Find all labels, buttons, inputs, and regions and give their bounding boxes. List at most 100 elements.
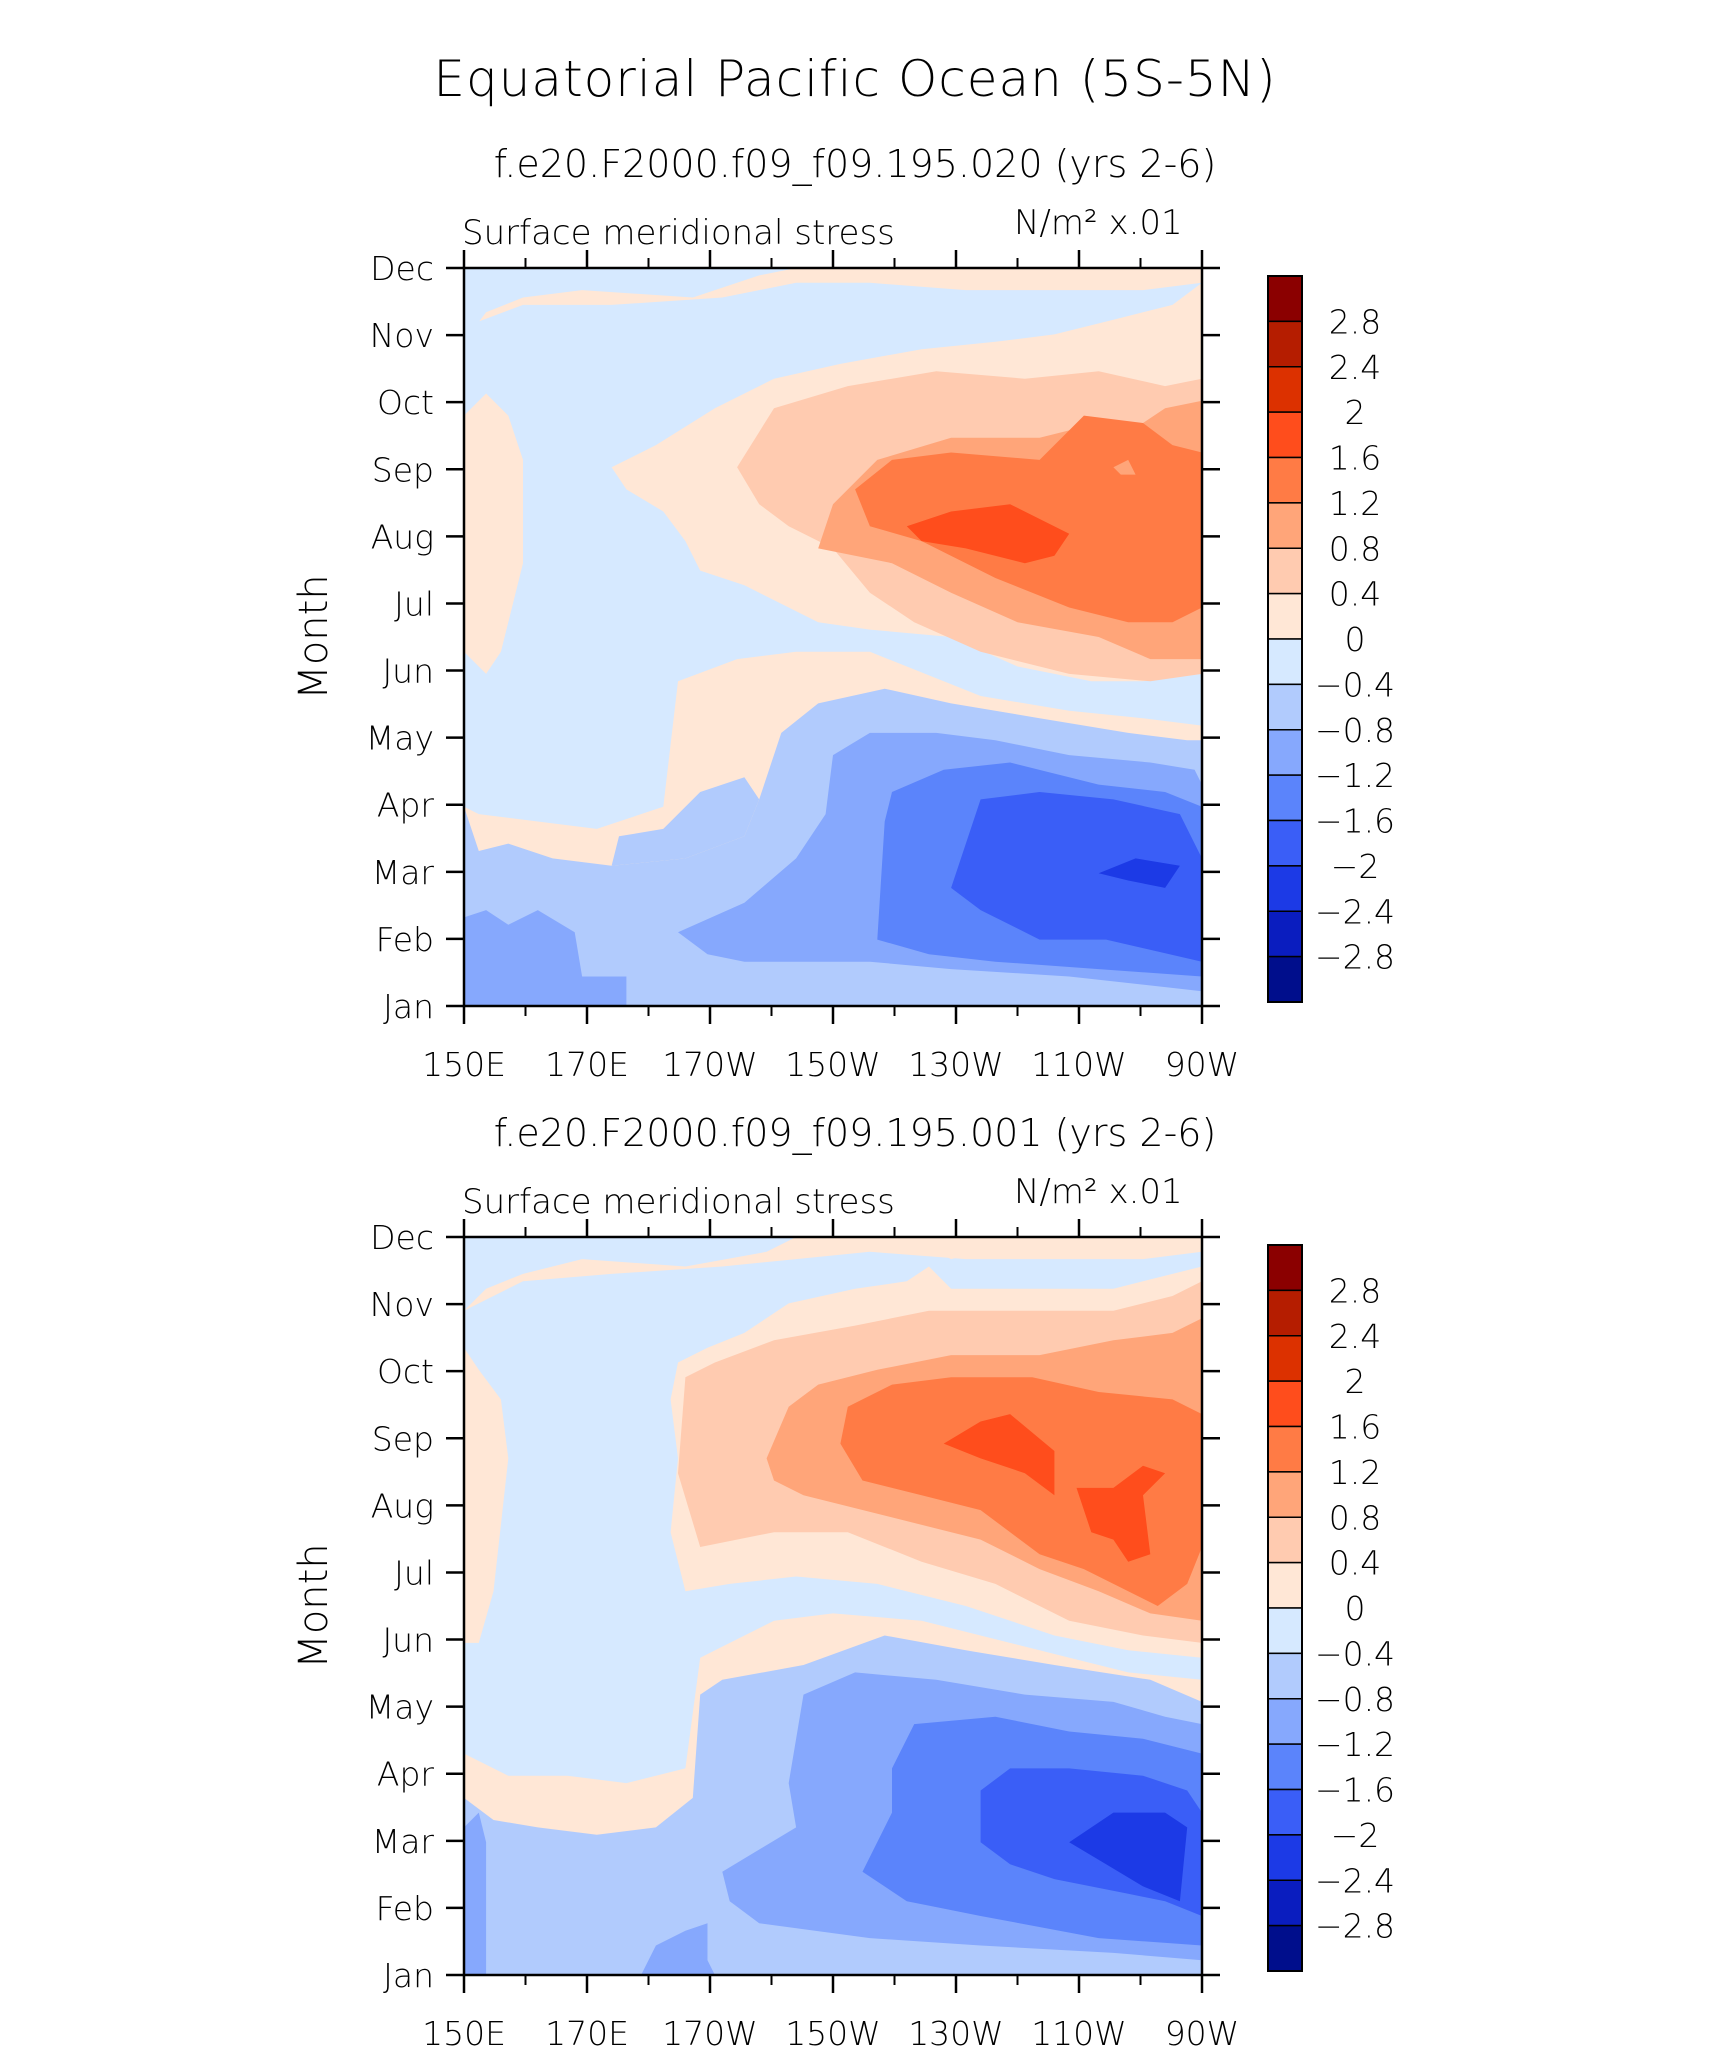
contour-band (840, 1377, 1202, 1606)
y-tick-label-jun: Jun (382, 1621, 434, 1660)
y-tick-label-mar: Mar (372, 1822, 435, 1861)
contour-band (1113, 459, 1136, 475)
colorbar-box (1267, 955, 1303, 1003)
contour-band (464, 1812, 487, 1975)
y-tick-label-jul: Jul (394, 1553, 434, 1592)
colorbar-box (1267, 865, 1303, 912)
colorbar-label: 2.4 (1329, 348, 1381, 387)
contour-band (464, 910, 627, 1006)
y-tick-label-apr: Apr (377, 1755, 435, 1794)
colorbar-box (1267, 1561, 1303, 1609)
contour-band (1076, 1465, 1166, 1562)
colorbar-box (1267, 502, 1303, 549)
x-tick-90w: 90W (1165, 2014, 1240, 2053)
colorbar-label: 1.6 (1329, 439, 1381, 478)
contour-band (641, 1923, 715, 1975)
y-tick-label-oct: Oct (377, 1352, 434, 1391)
colorbar-box (1267, 1652, 1303, 1700)
contour-band (906, 504, 1070, 564)
colorbar-label: −0.4 (1315, 1634, 1395, 1673)
y-tick-label-jun: Jun (382, 652, 434, 691)
y-tick-label-may: May (366, 1688, 434, 1727)
panel-1: Jan Feb Mar Apr May Jun Jul Aug Sep Oct Nov Dec 150E… (291, 249, 1395, 1084)
x-tick-110w: 110W (1031, 1045, 1127, 1084)
colorbar-box (1267, 774, 1303, 822)
y-tick-label-dec: Dec (370, 1218, 434, 1257)
colorbar-box (1267, 1834, 1303, 1881)
contour-field (464, 1237, 1202, 1975)
y-tick-label-dec: Dec (370, 249, 434, 288)
colorbar-label: −2.4 (1315, 1861, 1395, 1900)
colorbar-label: 0.8 (1329, 1498, 1381, 1537)
contour-band (464, 268, 797, 342)
colorbar-label: −1.6 (1315, 1771, 1395, 1810)
x-tick-170e: 170E (545, 2014, 629, 2053)
x-tick-150w: 150W (785, 2014, 881, 2053)
y-tick-label-jul: Jul (394, 584, 434, 623)
colorbar-box (1267, 638, 1303, 686)
colorbar-label: −0.8 (1315, 1680, 1395, 1719)
contour-band (464, 393, 523, 674)
y-tick-label-mar: Mar (372, 853, 435, 892)
colorbar-label: −2 (1331, 1816, 1380, 1855)
colorbar-label: 1.2 (1329, 1453, 1381, 1492)
colorbar-box (1267, 320, 1303, 368)
contour-band (951, 792, 1202, 962)
y-tick-label-jan: Jan (383, 987, 434, 1026)
colorbar-label: 2.8 (1329, 302, 1381, 341)
colorbar-label: 2 (1345, 393, 1366, 432)
colorbar-box (1267, 1516, 1303, 1564)
y-tick-label-oct: Oct (377, 383, 434, 422)
colorbar-label: 0 (1345, 1589, 1366, 1628)
colorbar-label: 0.8 (1329, 529, 1381, 568)
colorbar-box (1267, 1380, 1303, 1428)
x-tick-150e: 150E (422, 1045, 506, 1084)
colorbar-label: −1.2 (1315, 756, 1395, 795)
y-tick-label-feb: Feb (376, 1889, 434, 1928)
x-tick-90w: 90W (1165, 1045, 1240, 1084)
colorbar-label: −0.8 (1315, 711, 1395, 750)
colorbar-label: −0.4 (1315, 665, 1395, 704)
colorbar-box (1267, 275, 1303, 323)
colorbar-box (1267, 1425, 1303, 1473)
y-tick-label-sep: Sep (372, 450, 434, 489)
colorbar-box (1267, 729, 1303, 776)
panel-1-title: f.e20.F2000.f09_f09.195.020 (yrs 2-6) (493, 142, 1217, 186)
x-tick-110w: 110W (1031, 2014, 1127, 2053)
colorbar-box (1267, 1471, 1303, 1518)
colorbar-label: 0 (1345, 620, 1366, 659)
colorbar-box (1267, 592, 1303, 640)
panel-1-variable-name: Surface meridional stress (462, 213, 895, 253)
colorbar-label: −1.2 (1315, 1725, 1395, 1764)
y-tick-label-sep: Sep (372, 1419, 434, 1458)
x-tick-170w: 170W (662, 1045, 758, 1084)
colorbar-box (1267, 1244, 1303, 1292)
colorbar-label: 1.6 (1329, 1408, 1381, 1447)
colorbar-label: 2 (1345, 1362, 1366, 1401)
y-tick-label-aug: Aug (371, 1486, 434, 1525)
contour-band (1069, 1812, 1188, 1902)
colorbar-label: −2.4 (1315, 892, 1395, 931)
contour-band (1098, 858, 1180, 888)
colorbar-box (1267, 683, 1303, 731)
x-tick-170w: 170W (662, 2014, 758, 2053)
contour-band (464, 1347, 509, 1643)
y-tick-label-feb: Feb (376, 920, 434, 959)
y-tick-label-nov: Nov (370, 1285, 434, 1324)
contour-band (464, 1237, 797, 1311)
panel-2-title: f.e20.F2000.f09_f09.195.001 (yrs 2-6) (493, 1111, 1217, 1155)
colorbar-box (1267, 547, 1303, 595)
colorbar-box (1267, 1607, 1303, 1655)
contour-band (936, 1237, 988, 1260)
panel-2: Jan Feb Mar Apr May Jun Jul Aug Sep Oct Nov Dec 150E… (291, 1218, 1395, 2053)
colorbar-box (1267, 1698, 1303, 1745)
contour-band (943, 1414, 1055, 1496)
y-tick-label-jan: Jan (383, 1956, 434, 1995)
x-tick-150w: 150W (785, 1045, 881, 1084)
colorbar-box (1267, 1743, 1303, 1791)
colorbar-label: −1.6 (1315, 802, 1395, 841)
y-tick-label-apr: Apr (377, 786, 435, 825)
figure-title: Equatorial Pacific Ocean (5S-5N) (433, 50, 1277, 108)
colorbar-box (1267, 1788, 1303, 1836)
